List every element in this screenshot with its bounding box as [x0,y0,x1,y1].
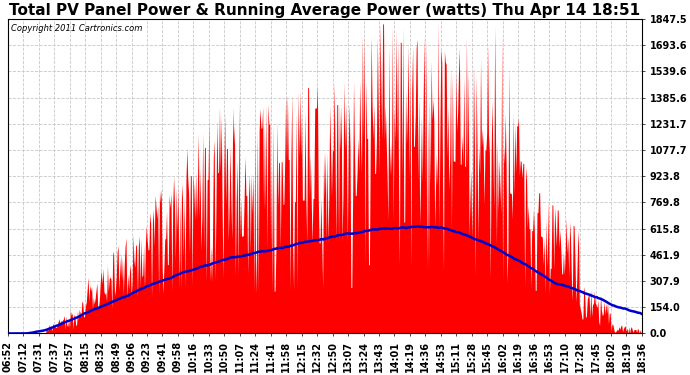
Title: Total PV Panel Power & Running Average Power (watts) Thu Apr 14 18:51: Total PV Panel Power & Running Average P… [9,3,640,18]
Text: Copyright 2011 Cartronics.com: Copyright 2011 Cartronics.com [11,24,142,33]
